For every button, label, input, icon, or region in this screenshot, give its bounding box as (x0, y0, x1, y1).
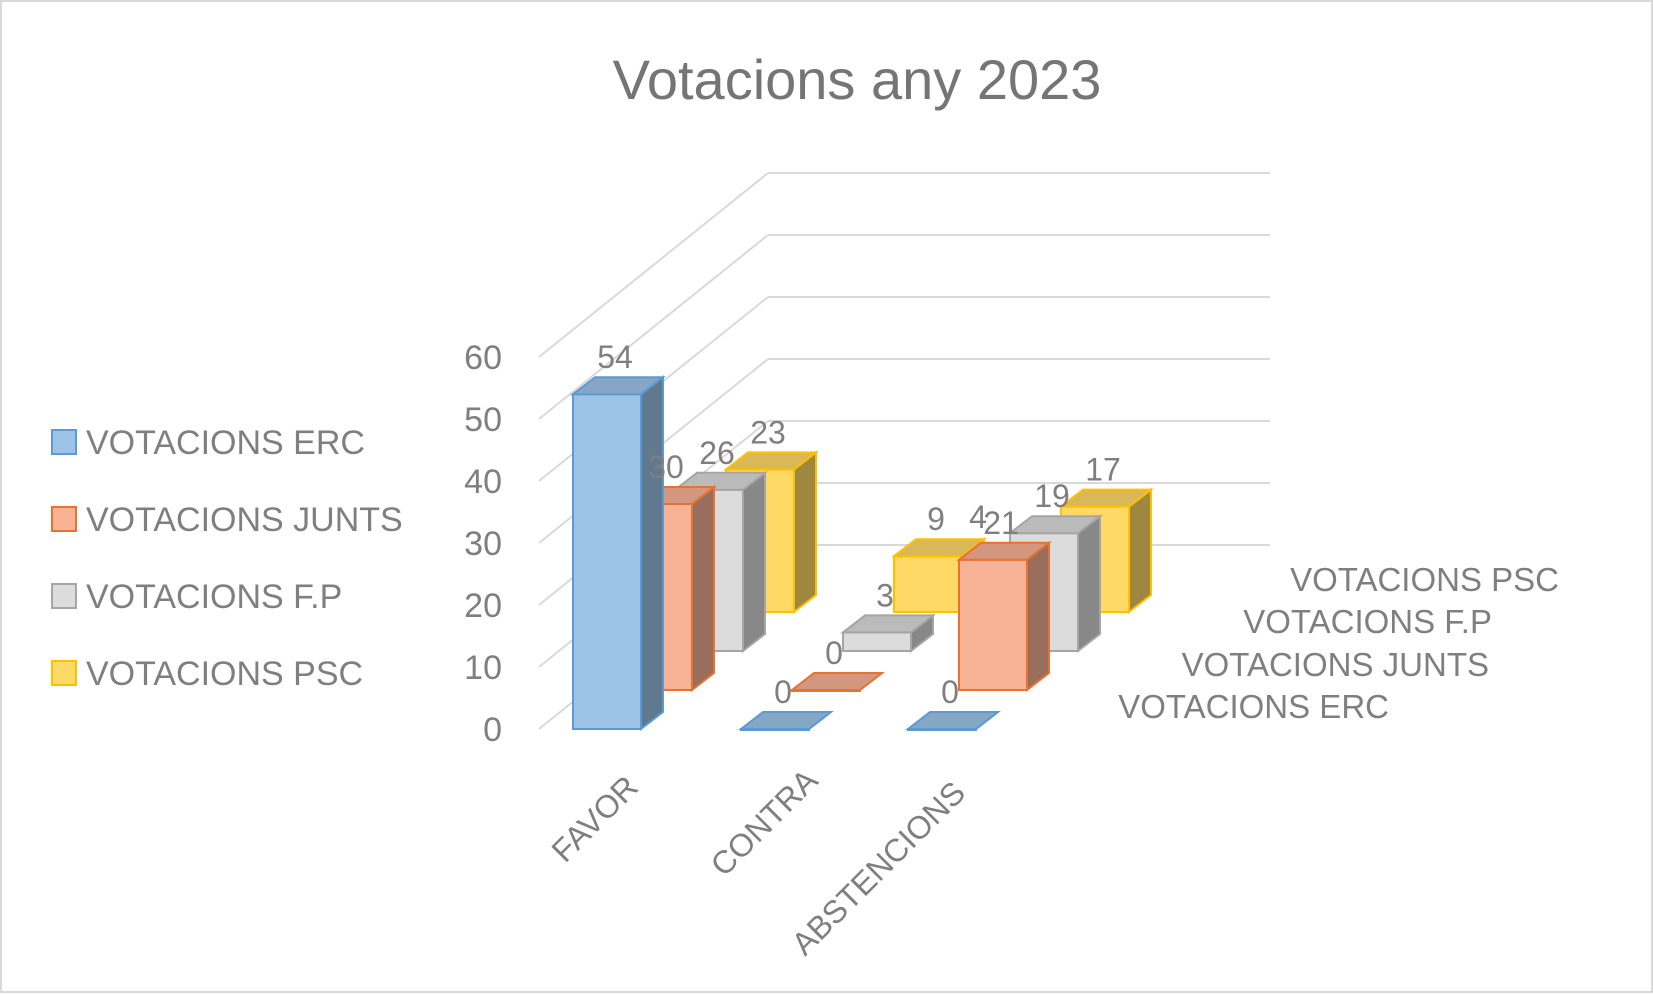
category-label: FAVOR (544, 768, 644, 868)
legend-swatch (51, 660, 77, 686)
bar-front-face (842, 631, 912, 653)
series-axis-label: VOTACIONS JUNTS (1182, 646, 1489, 683)
bars-layer (570, 375, 1154, 732)
data-label: 21 (983, 505, 1019, 541)
data-label: 0 (941, 674, 959, 710)
bar-top-face (956, 541, 1052, 561)
bar-front-face (572, 393, 642, 730)
y-tick-label: 10 (464, 649, 502, 687)
data-label-extra: 4 (969, 499, 987, 535)
legend-swatch (51, 429, 77, 455)
legend-item: VOTACIONS JUNTS (51, 501, 403, 539)
series-axis-label: VOTACIONS ERC (1118, 688, 1389, 725)
category-label: ABSTENCIONS (784, 774, 972, 962)
data-label: 17 (1085, 452, 1121, 488)
chart-title: Votacions any 2023 (613, 48, 1102, 111)
bar-top-face (570, 376, 666, 396)
legend-item: VOTACIONS ERC (51, 424, 365, 462)
bar-1-2 (840, 613, 936, 654)
bar-front-face (893, 555, 963, 614)
bar-top-face (840, 614, 936, 634)
y-tick-label: 30 (464, 525, 502, 563)
y-tick-label: 60 (464, 339, 502, 377)
data-label: 9 (927, 501, 945, 537)
bar-top-face (738, 711, 834, 730)
legend-label: VOTACIONS JUNTS (86, 501, 403, 539)
bar-0-0 (570, 375, 666, 732)
data-label: 26 (699, 435, 735, 471)
data-label: 0 (774, 674, 792, 710)
bar-top-face (1007, 515, 1103, 535)
series-axis-label: VOTACIONS PSC (1290, 561, 1559, 598)
data-label: 30 (648, 449, 684, 485)
bar-top-face (891, 538, 987, 558)
bar-side-face (691, 484, 715, 693)
bar-2-1 (956, 540, 1052, 693)
data-label: 19 (1034, 478, 1070, 514)
legend-label: VOTACIONS ERC (86, 424, 365, 462)
data-label: 23 (750, 414, 786, 450)
bar-side-face (793, 450, 817, 615)
legend-swatch (51, 583, 77, 609)
bar-side-face (1077, 514, 1101, 654)
legend-swatch (51, 506, 77, 532)
bar-top-face (672, 471, 768, 491)
bar-side-face (1026, 540, 1050, 693)
y-tick-label: 40 (464, 463, 502, 501)
y-tick-label: 50 (464, 401, 502, 439)
series-axis-label: VOTACIONS F.P (1243, 603, 1492, 640)
bar-1-0 (738, 711, 834, 731)
bar-side-face (640, 375, 664, 732)
bar-top-face (789, 672, 885, 691)
gridline-depth (538, 172, 769, 358)
legend: VOTACIONS ERC VOTACIONS JUNTS VOTACIONS F.… (51, 424, 403, 693)
legend-item: VOTACIONS PSC (51, 655, 363, 693)
bar-top-face (723, 451, 819, 471)
legend-label: VOTACIONS F.P (86, 578, 342, 616)
data-label: 3 (876, 577, 894, 613)
data-label: 0 (825, 635, 843, 671)
bar-front-face (958, 558, 1028, 691)
legend-item: VOTACIONS F.P (51, 578, 342, 616)
gridline-depth (538, 234, 769, 420)
bar-2-0 (905, 711, 1001, 731)
y-tick-label: 20 (464, 587, 502, 625)
bar-side-face (1128, 487, 1152, 615)
category-label: CONTRA (703, 761, 824, 882)
y-tick-label: 0 (483, 711, 502, 749)
bar-top-face (905, 711, 1001, 730)
bar-1-1 (789, 672, 885, 692)
bar-top-face (1058, 488, 1154, 508)
data-label: 54 (597, 339, 633, 375)
bar-side-face (742, 470, 766, 654)
legend-label: VOTACIONS PSC (86, 655, 363, 693)
